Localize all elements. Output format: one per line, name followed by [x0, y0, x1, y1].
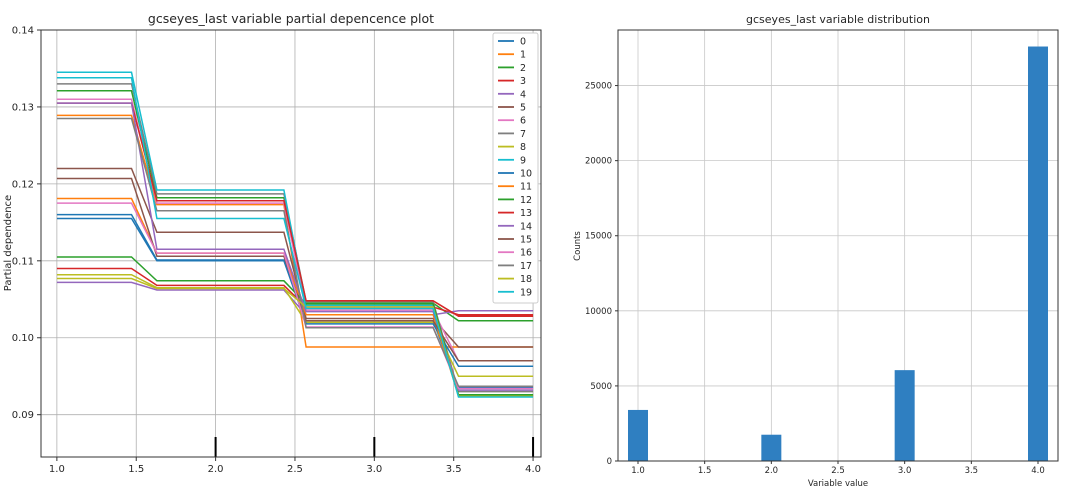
pd-legend-label-9: 9 [520, 155, 526, 166]
pd-legend-label-0: 0 [520, 37, 526, 48]
pd-line-13 [56, 102, 534, 317]
partial-dependence-plot: gcseyes_last variable partial depencence… [3, 11, 542, 475]
pd-legend-label-17: 17 [520, 261, 532, 272]
dist-x-tick-label: 1.0 [631, 466, 645, 476]
dist-y-tick-label: 0 [607, 457, 612, 467]
dist-x-axis-label: Variable value [808, 479, 868, 489]
dist-y-tick-label: 10000 [585, 307, 612, 317]
pd-x-tick-label: 3.0 [366, 464, 382, 475]
dist-title: gcseyes_last variable distribution [746, 13, 930, 26]
dist-y-tick-label: 25000 [585, 82, 612, 92]
pd-x-tick-label: 1.5 [128, 464, 144, 475]
pd-legend-label-7: 7 [520, 129, 526, 140]
pd-x-tick-label: 4.0 [525, 464, 541, 475]
pd-legend-label-16: 16 [520, 248, 532, 259]
pd-series-lines [56, 71, 534, 398]
dist-y-tick-label: 5000 [590, 382, 612, 392]
pd-legend-label-19: 19 [520, 287, 532, 298]
dist-x-tick-label: 3.0 [898, 466, 912, 476]
dist-bar [628, 409, 648, 461]
dist-bar [761, 434, 782, 461]
dist-x-tick-label: 1.5 [698, 466, 712, 476]
pd-legend-label-4: 4 [520, 89, 526, 100]
pd-line-8 [56, 273, 534, 377]
pd-legend-box [492, 32, 539, 304]
dist-x-ticks: 1.0 1.5 2.0 2.5 3.0 3.5 4.0 [631, 461, 1045, 476]
pd-y-tick-label: 0.13 [12, 102, 34, 113]
dist-bar [894, 370, 915, 461]
dist-x-tick-label: 2.0 [765, 466, 779, 476]
pd-legend-label-3: 3 [520, 76, 526, 87]
pd-rug-marks [214, 437, 535, 457]
pd-legend-label-18: 18 [520, 274, 532, 285]
pd-legend-label-15: 15 [520, 235, 532, 246]
dist-bar [1028, 46, 1048, 461]
pd-title: gcseyes_last variable partial depencence… [148, 11, 434, 26]
distribution-plot: gcseyes_last variable distribution Count… [573, 13, 1059, 489]
dist-bars [628, 46, 1048, 461]
pd-legend-label-10: 10 [520, 169, 532, 180]
pd-y-tick-label: 0.12 [12, 179, 34, 190]
dist-x-tick-label: 3.5 [965, 466, 979, 476]
pd-legend-label-8: 8 [520, 142, 526, 153]
pd-legend-label-2: 2 [520, 63, 526, 74]
pd-x-tick-label: 1.0 [49, 464, 65, 475]
dist-y-axis-label: Counts [573, 231, 583, 261]
pd-legend-label-5: 5 [520, 103, 526, 114]
pd-x-ticks: 1.0 1.5 2.0 2.5 3.0 3.5 4.0 [49, 457, 541, 475]
dist-y-tick-label: 20000 [585, 157, 612, 167]
pd-x-tick-label: 2.5 [287, 464, 303, 475]
pd-legend-label-12: 12 [520, 195, 532, 206]
pd-legend-label-11: 11 [520, 182, 532, 193]
pd-line-5 [56, 167, 534, 348]
pd-y-tick-label: 0.09 [12, 410, 34, 421]
dist-gridlines [618, 30, 1058, 462]
pd-legend-label-13: 13 [520, 208, 532, 219]
pd-line-17 [56, 117, 534, 387]
pd-legend-label-14: 14 [520, 221, 532, 232]
pd-y-axis-label: Partial dependence [3, 195, 14, 291]
pd-y-tick-label: 0.11 [12, 256, 34, 267]
dist-y-ticks: 0 5000 10000 15000 20000 25000 [585, 82, 618, 467]
pd-y-tick-label: 0.10 [12, 333, 34, 344]
pd-legend-label-1: 1 [520, 50, 526, 61]
pd-x-tick-label: 3.5 [446, 464, 462, 475]
pd-x-tick-label: 2.0 [208, 464, 224, 475]
dist-y-tick-label: 15000 [585, 232, 612, 242]
dist-x-tick-label: 4.0 [1031, 466, 1045, 476]
pd-legend-label-6: 6 [520, 116, 526, 127]
pd-line-4 [56, 281, 534, 316]
dist-x-tick-label: 2.5 [831, 466, 845, 476]
pd-y-ticks: 0.09 0.10 0.11 0.12 0.13 0.14 [12, 26, 41, 421]
pd-axes-frame [40, 29, 542, 458]
pd-line-19 [56, 76, 534, 398]
pd-y-tick-label: 0.14 [12, 26, 34, 37]
pd-gridlines [41, 29, 541, 457]
